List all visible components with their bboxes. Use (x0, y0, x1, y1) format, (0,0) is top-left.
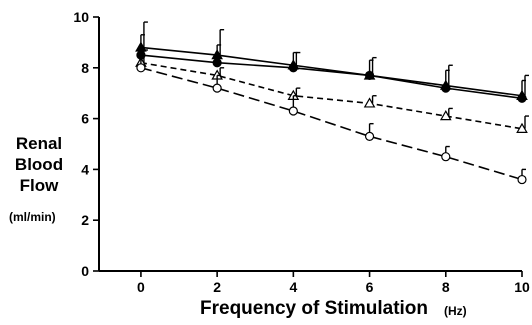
series-line (140, 54, 523, 100)
axes (98, 17, 522, 272)
y-tick-label: 2 (81, 212, 89, 228)
y-tick-label: 0 (81, 263, 89, 279)
data-point (517, 93, 527, 103)
data-point (517, 174, 527, 185)
series-line (140, 67, 523, 181)
data-point (212, 58, 222, 68)
data-point (364, 70, 375, 81)
y-axis-label: Renal Blood Flow (8, 133, 70, 196)
y-tick-label: 4 (81, 161, 89, 177)
y-axis-label-line-1: Renal (15, 134, 63, 153)
y-axis-label-line-2: Blood (14, 155, 64, 174)
y-tick-label: 8 (81, 60, 89, 76)
x-axis-label: Frequency of Stimulation (200, 298, 429, 319)
y-tick-label: 6 (81, 111, 89, 127)
data-point (136, 63, 146, 73)
data-point (364, 131, 375, 141)
y-tick-label: 10 (73, 9, 89, 25)
x-tick-label: 10 (514, 279, 530, 295)
y-axis-unit: (ml/min) (9, 210, 56, 224)
data-point (441, 152, 451, 162)
ticks: 0 2 4 6 8 10 0 2 4 6 8 10 (73, 9, 530, 295)
series-triangle-open (135, 49, 529, 133)
series-line (140, 46, 523, 97)
data-point (363, 97, 376, 108)
x-tick-label: 8 (442, 279, 450, 295)
x-tick-label: 4 (289, 279, 297, 295)
y-axis-label-line-3: Flow (19, 176, 59, 195)
x-tick-label: 2 (213, 279, 221, 295)
x-tick-label: 0 (137, 279, 145, 295)
data-point (288, 106, 298, 116)
x-tick-label: 6 (366, 279, 374, 295)
series-circle-filled (136, 34, 527, 103)
x-axis-unit: (Hz) (444, 304, 467, 318)
data-point (516, 122, 528, 133)
data-point (288, 63, 298, 73)
data-point (441, 83, 451, 93)
series-circle-open (136, 54, 527, 185)
data-point (439, 110, 452, 121)
data-point (212, 83, 222, 93)
series-line (140, 61, 523, 130)
series-layer (135, 21, 529, 185)
